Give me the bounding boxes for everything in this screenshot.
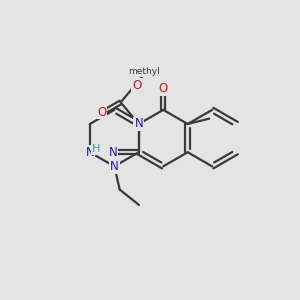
Text: N: N xyxy=(110,160,119,173)
Text: O: O xyxy=(132,79,141,92)
Text: methoxy: methoxy xyxy=(152,72,158,73)
Text: N: N xyxy=(85,146,94,159)
Text: O: O xyxy=(97,106,106,118)
Text: N: N xyxy=(109,146,117,159)
Text: methyl: methyl xyxy=(128,67,159,76)
Text: H: H xyxy=(92,144,100,154)
Text: O: O xyxy=(159,82,168,95)
Text: N: N xyxy=(134,118,143,130)
